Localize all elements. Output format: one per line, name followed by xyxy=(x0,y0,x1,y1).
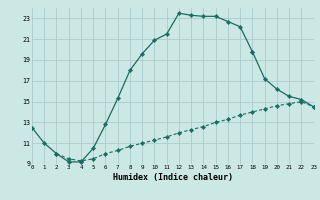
X-axis label: Humidex (Indice chaleur): Humidex (Indice chaleur) xyxy=(113,173,233,182)
